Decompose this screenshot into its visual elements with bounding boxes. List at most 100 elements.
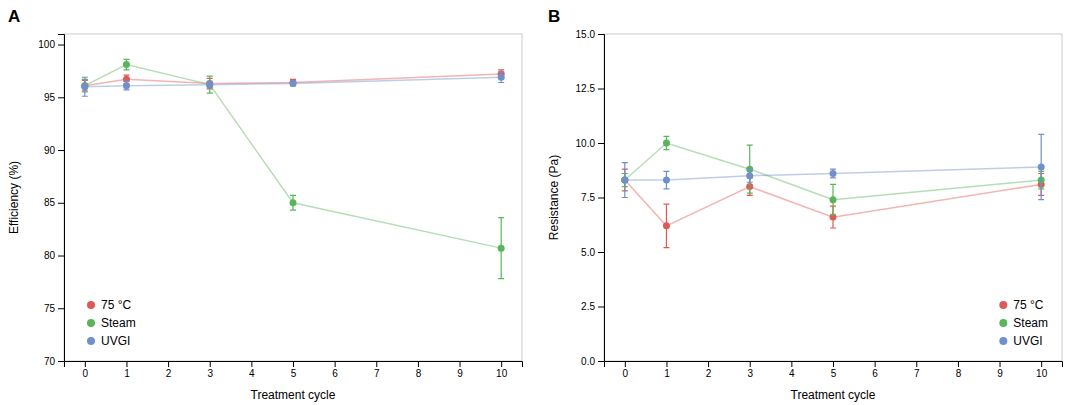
data-point <box>621 177 628 184</box>
x-tick-mark <box>210 361 211 367</box>
data-point <box>206 81 213 88</box>
data-point <box>621 177 628 184</box>
x-tick-mark <box>126 361 127 367</box>
error-bar <box>123 81 129 89</box>
y-axis-line <box>58 35 65 362</box>
x-tick-mark <box>376 361 377 367</box>
x-tick: 10 <box>496 361 508 379</box>
y-tick-mark <box>58 97 64 98</box>
y-tick-label: 85 <box>44 197 56 208</box>
data-point <box>498 74 505 81</box>
x-tick-label: 8 <box>416 368 422 379</box>
x-tick: 6 <box>332 361 338 379</box>
x-tick: 9 <box>457 361 463 379</box>
x-tick-label: 6 <box>872 368 878 379</box>
y-tick-mark <box>598 89 604 90</box>
y-tick-mark <box>58 45 64 46</box>
x-axis: 012345678910 <box>605 361 1063 379</box>
x-tick-label: 0 <box>83 368 89 379</box>
x-tick-mark <box>625 361 626 367</box>
x-tick-mark <box>791 361 792 367</box>
legend-item: 75 °C <box>87 298 131 312</box>
y-tick: 95 <box>44 92 64 103</box>
x-tick-mark <box>875 361 876 367</box>
x-tick-label: 1 <box>664 368 670 379</box>
error-bar <box>663 136 669 149</box>
error-bar <box>290 195 296 210</box>
y-tick: 85 <box>44 197 64 208</box>
x-tick-label: 0 <box>623 368 629 379</box>
legend-swatch <box>87 337 95 345</box>
y-axis-title: Efficiency (%) <box>7 161 21 234</box>
y-tick: 10.0 <box>576 138 604 149</box>
plot-area: 012345678910707580859095100Treatment cyc… <box>7 34 523 402</box>
y-tick: 80 <box>44 250 64 261</box>
x-tick-mark <box>168 361 169 367</box>
y-tick-label: 70 <box>44 356 56 367</box>
x-tick: 3 <box>747 361 753 379</box>
x-tick: 9 <box>997 361 1003 379</box>
legend-swatch <box>87 301 95 309</box>
error-bar <box>207 81 213 87</box>
panel-title: A <box>8 7 20 26</box>
plot-frame <box>64 34 522 361</box>
x-tick: 5 <box>291 361 297 379</box>
y-tick-label: 80 <box>44 250 56 261</box>
marks <box>81 59 504 278</box>
chart-root: A012345678910707580859095100Treatment cy… <box>0 0 1080 405</box>
legend-swatch <box>999 319 1007 327</box>
series <box>621 169 1044 247</box>
x-tick: 6 <box>872 361 878 379</box>
x-tick-mark <box>1000 361 1001 367</box>
legend-item: 75 °C <box>999 298 1043 312</box>
panel: A012345678910707580859095100Treatment cy… <box>7 7 523 402</box>
x-axis-title: Treatment cycle <box>251 388 336 402</box>
legend-item: UVGI <box>999 334 1042 348</box>
legend-label: 75 °C <box>101 298 131 312</box>
data-point <box>206 81 213 88</box>
y-tick-mark <box>598 307 604 308</box>
y-tick: 2.5 <box>581 301 604 312</box>
series-line <box>85 77 501 86</box>
legend-item: Steam <box>87 316 136 330</box>
legend-swatch <box>87 319 95 327</box>
series-line <box>625 180 1041 226</box>
x-tick-label: 5 <box>831 368 837 379</box>
x-tick: 0 <box>83 361 89 379</box>
y-tick-label: 7.5 <box>581 192 595 203</box>
x-tick: 10 <box>1036 361 1048 379</box>
y-tick-label: 12.5 <box>576 83 596 94</box>
y-axis-title: Resistance (Pa) <box>547 155 561 240</box>
legend-label: 75 °C <box>1013 298 1043 312</box>
data-point <box>81 83 88 90</box>
x-tick-label: 10 <box>496 368 508 379</box>
x-tick-mark <box>750 361 751 367</box>
x-tick-mark <box>85 361 86 367</box>
data-point <box>123 61 130 68</box>
series-line <box>625 167 1041 180</box>
data-point <box>290 80 297 87</box>
y-tick-label: 95 <box>44 92 56 103</box>
series <box>81 72 504 96</box>
series <box>621 134 1044 199</box>
y-tick: 100 <box>38 39 64 50</box>
y-axis: 707580859095100 <box>38 35 64 367</box>
y-tick-label: 5.0 <box>581 247 595 258</box>
error-bar <box>82 77 88 96</box>
legend-label: Steam <box>1013 316 1048 330</box>
data-point <box>663 177 670 184</box>
x-tick-mark <box>958 361 959 367</box>
series <box>81 59 504 278</box>
x-tick: 4 <box>249 361 255 379</box>
legend-label: UVGI <box>1013 334 1042 348</box>
x-tick-label: 2 <box>166 368 172 379</box>
y-tick-label: 75 <box>44 303 56 314</box>
x-tick: 8 <box>416 361 422 379</box>
legend-label: UVGI <box>101 334 130 348</box>
error-bar <box>498 218 504 279</box>
x-tick: 8 <box>956 361 962 379</box>
y-tick-label: 0.0 <box>581 356 595 367</box>
x-tick: 3 <box>207 361 213 379</box>
legend-label: Steam <box>101 316 136 330</box>
y-tick-mark <box>598 143 604 144</box>
